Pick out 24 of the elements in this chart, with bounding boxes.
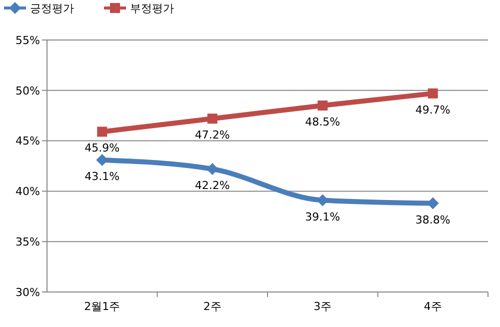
y-tick-label: 45% <box>16 134 40 148</box>
y-tick-label: 50% <box>16 84 40 98</box>
x-tick-label: 2주 <box>203 300 222 313</box>
point <box>318 100 328 111</box>
y-tick-label: 30% <box>16 286 40 299</box>
x-tick-label: 2월1주 <box>84 300 120 313</box>
data-label: 43.1% <box>84 170 120 183</box>
y-tick-label: 40% <box>16 185 40 198</box>
legend-label: 긍정평가 <box>30 2 74 15</box>
x-tick-label: 4주 <box>424 300 442 313</box>
point <box>97 126 108 137</box>
x-tick-label: 3주 <box>314 300 332 313</box>
data-label: 48.5% <box>305 116 340 129</box>
data-label: 42.2% <box>194 179 230 192</box>
legend-label: 부정평가 <box>130 2 174 15</box>
data-label: 38.8% <box>415 213 450 226</box>
data-label: 39.1% <box>305 210 340 224</box>
data-label: 45.9% <box>84 142 120 155</box>
y-tick-label: 35% <box>16 235 40 248</box>
data-label: 49.7% <box>415 103 450 116</box>
data-label: 47.2% <box>194 128 230 142</box>
point <box>207 114 218 124</box>
y-tick-label: 55% <box>16 34 40 47</box>
point <box>428 88 438 98</box>
